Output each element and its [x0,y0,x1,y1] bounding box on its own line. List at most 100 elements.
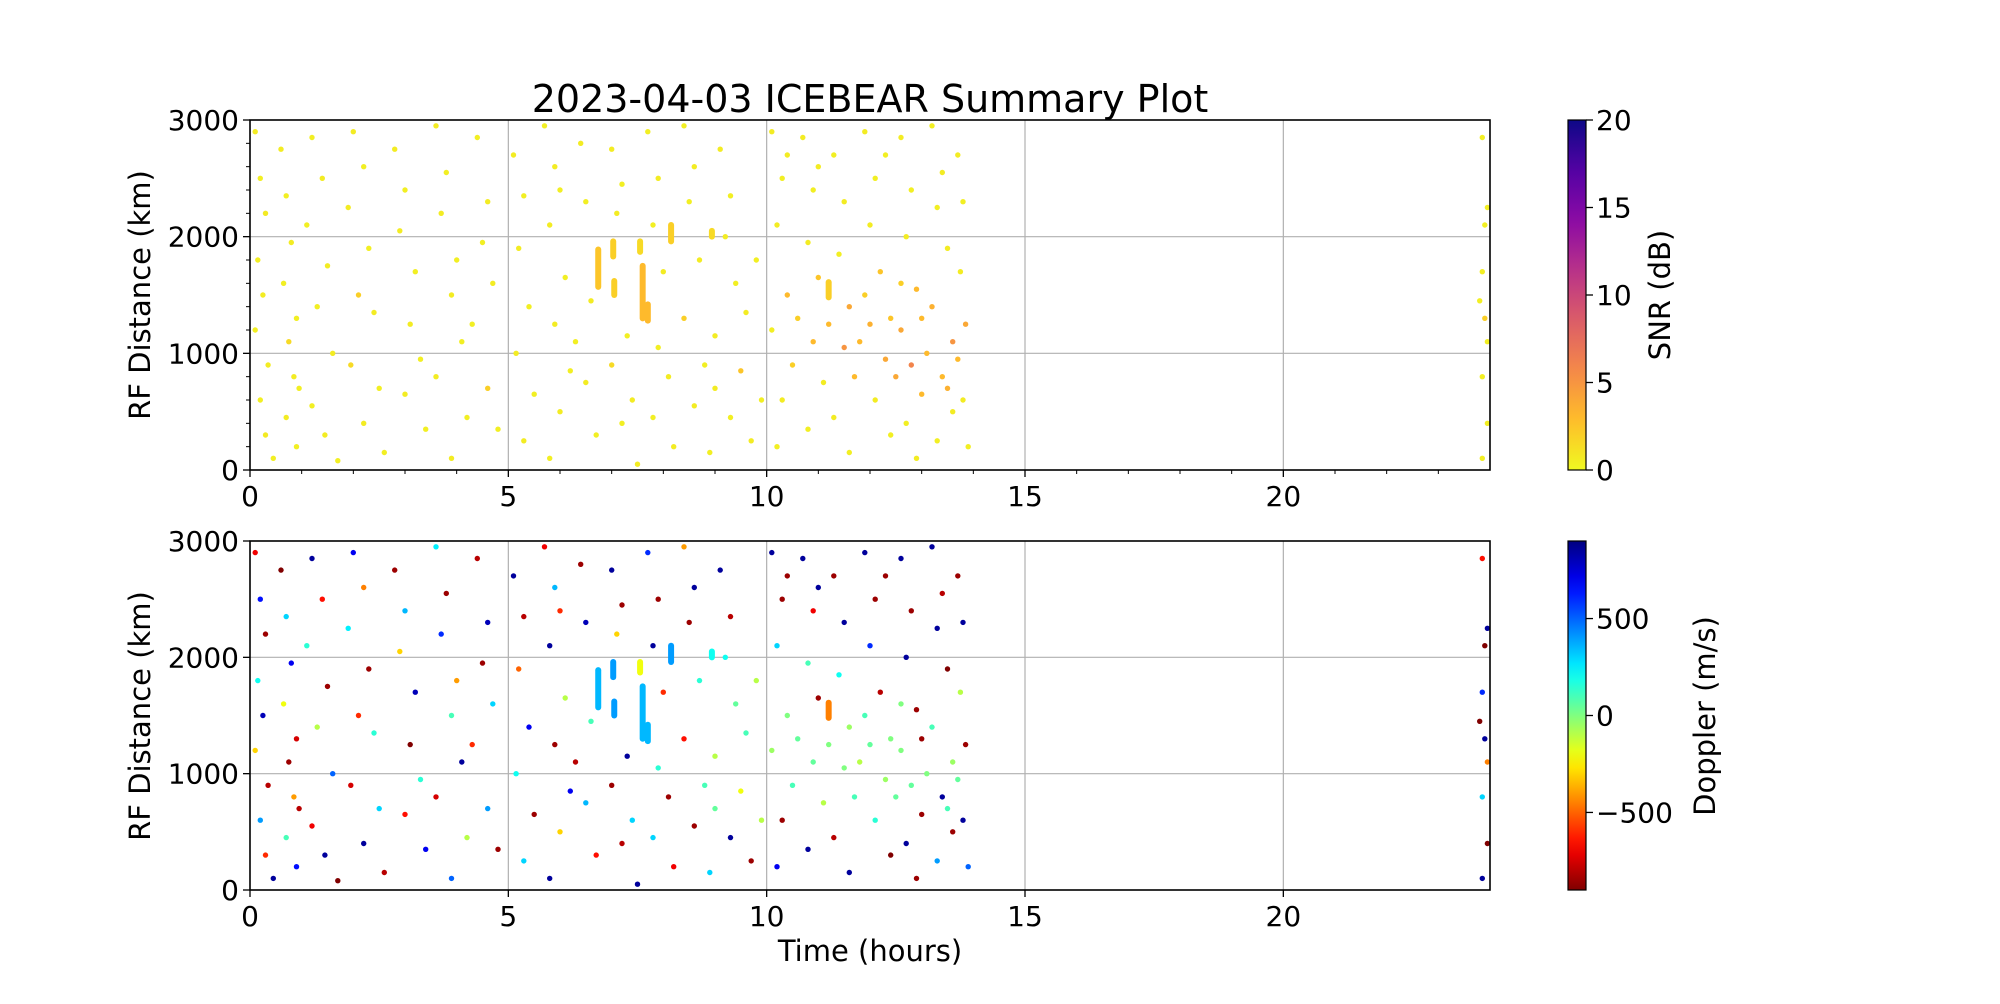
data-point [516,666,522,672]
data-point [753,677,759,684]
data-point [841,619,847,626]
data-point [459,759,465,765]
data-point [634,881,641,887]
data-point [779,596,785,602]
data-point [939,794,945,800]
data-point [557,829,563,835]
data-point [1479,875,1486,882]
data-point [547,643,553,649]
data-point [944,666,951,672]
data-point [872,175,878,181]
data-point [614,210,620,216]
data-point [748,858,754,864]
data-point [609,782,615,788]
data-point [474,134,480,141]
data-point [882,152,889,158]
data-point [521,193,527,199]
data-point [513,350,519,356]
data-point [893,794,899,800]
x-tick-label: 20 [1266,480,1302,513]
data-point [252,129,258,135]
data-point [908,608,914,614]
data-point [324,263,331,269]
data-point [810,339,816,345]
data-point [255,257,261,263]
data-point [376,805,382,812]
data-point [960,817,966,823]
data-point [345,625,351,631]
data-point [448,455,455,461]
data-point [469,321,475,327]
data-point [521,858,527,864]
data-point [262,631,269,637]
y-tick-label: 1000 [168,337,239,370]
data-point [877,689,883,695]
data-point [707,869,713,876]
snr-colorbar-gradient [1567,119,1587,471]
data-point [727,613,734,620]
x-tick-label: 0 [241,900,259,933]
data-point [485,199,491,205]
data-point [448,712,455,719]
x-tick-label: 10 [749,900,785,933]
data-point [283,414,289,421]
data-point [898,280,904,286]
data-point [293,736,300,742]
data-point [593,432,599,438]
data-point [438,631,444,637]
data-point [898,327,904,333]
data-point [485,619,491,626]
data-point [402,608,408,614]
data-point [820,379,827,386]
data-point [862,549,868,556]
data-point [727,193,734,199]
data-point [552,164,558,170]
data-point [810,187,816,193]
data-point [846,869,852,876]
data-point [593,852,599,858]
data-point [712,805,718,812]
data-point [257,817,263,823]
data-point [412,689,418,695]
y-tick-label: 2000 [168,641,239,674]
data-point [1484,339,1491,345]
data-point [252,549,258,556]
data-point [572,759,579,765]
x-tick-label: 15 [1007,480,1043,513]
data-point [1484,625,1491,631]
data-point [779,817,785,823]
data-point [1484,204,1491,211]
data-point [702,782,708,788]
data-point [262,432,269,438]
data-point [846,724,852,730]
data-point [402,187,408,193]
data-point [547,455,553,461]
data-point [291,374,297,380]
data-point [962,321,969,327]
data-point [417,356,424,362]
snr-points [252,123,1491,467]
data-point [965,864,971,870]
data-point [908,362,914,368]
data-point [588,718,594,724]
data-point [348,362,354,368]
data-point [304,222,310,228]
data-point [619,840,625,847]
data-point [567,788,573,794]
data-point [381,869,387,876]
snr-colorbar-label: SNR (dB) [1643,230,1677,360]
data-point [831,414,837,421]
data-point [681,123,687,129]
data-point [557,608,563,614]
data-point [474,555,480,562]
data-point [950,339,956,345]
data-point [650,222,656,228]
data-point [335,878,341,884]
data-point [252,327,258,333]
data-point [1482,315,1488,321]
data-point [851,374,858,380]
data-point [960,619,966,626]
data-point [1479,134,1486,141]
data-point [1479,794,1486,800]
data-point [552,584,558,591]
